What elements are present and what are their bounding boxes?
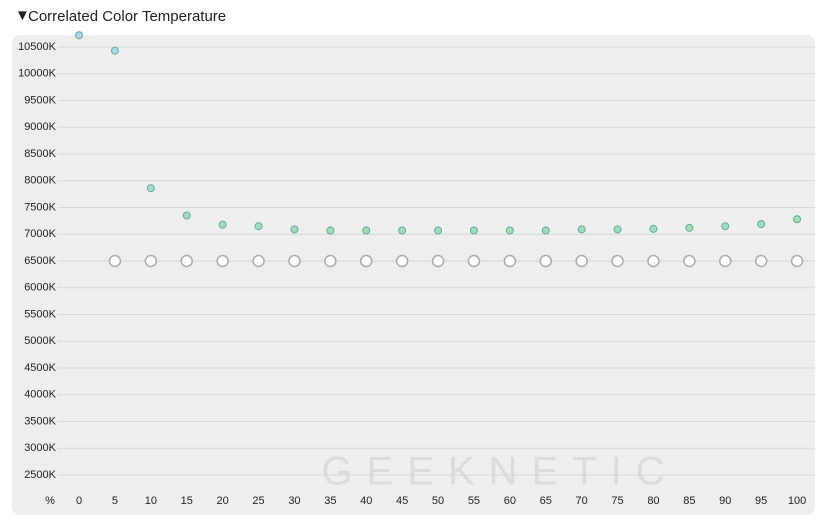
y-tick-label: 6000K bbox=[24, 282, 56, 294]
data-point bbox=[649, 224, 658, 233]
y-tick-label: 10500K bbox=[18, 41, 57, 53]
data-point bbox=[575, 254, 588, 268]
data-point bbox=[647, 254, 660, 268]
data-point bbox=[359, 254, 373, 268]
x-tick-label: 35 bbox=[324, 495, 336, 507]
x-tick-label: 10 bbox=[145, 495, 157, 507]
data-point bbox=[362, 226, 371, 235]
data-point bbox=[254, 222, 263, 231]
x-tick-label: 85 bbox=[683, 495, 695, 507]
y-tick-label: 9500K bbox=[24, 94, 56, 106]
y-tick-label: 2500K bbox=[24, 469, 56, 481]
y-tick-label: 8500K bbox=[24, 148, 56, 160]
x-tick-label: 0 bbox=[76, 495, 82, 507]
y-tick-label: 3500K bbox=[24, 415, 56, 427]
x-tick-label: 55 bbox=[468, 495, 480, 507]
y-tick-label: 7500K bbox=[24, 201, 56, 213]
data-point bbox=[683, 254, 696, 268]
data-point bbox=[252, 254, 265, 268]
data-point bbox=[467, 254, 481, 268]
data-point bbox=[395, 254, 409, 268]
data-point bbox=[541, 226, 550, 235]
data-point bbox=[182, 211, 191, 220]
data-point bbox=[539, 254, 552, 268]
data-point bbox=[577, 225, 586, 234]
y-tick-label: 10000K bbox=[18, 68, 57, 80]
data-point bbox=[434, 226, 443, 235]
data-point bbox=[75, 31, 84, 40]
y-tick-label: 9000K bbox=[24, 121, 56, 133]
y-tick-label: 6500K bbox=[24, 255, 56, 267]
data-point bbox=[611, 254, 624, 268]
data-point bbox=[685, 223, 694, 232]
toggle-icon[interactable]: ▼ bbox=[15, 7, 30, 24]
data-point bbox=[180, 254, 193, 268]
data-point bbox=[218, 220, 227, 229]
data-point bbox=[718, 254, 732, 268]
y-tick-label: 7000K bbox=[24, 228, 56, 240]
data-point bbox=[505, 226, 514, 235]
data-point bbox=[469, 226, 478, 235]
data-point bbox=[290, 225, 299, 234]
y-tick-label: 5000K bbox=[24, 335, 56, 347]
x-tick-label: 60 bbox=[504, 495, 516, 507]
x-tick-label: 30 bbox=[288, 495, 300, 507]
chart-title: Correlated Color Temperature bbox=[28, 8, 226, 25]
x-tick-label: 20 bbox=[217, 495, 229, 507]
x-tick-label: 100 bbox=[788, 495, 806, 507]
y-tick-label: 3000K bbox=[24, 442, 56, 454]
x-tick-label: 15 bbox=[181, 495, 193, 507]
x-tick-label: 70 bbox=[576, 495, 588, 507]
data-point bbox=[108, 254, 122, 268]
data-point bbox=[757, 220, 766, 229]
data-point bbox=[790, 254, 804, 268]
data-point bbox=[216, 254, 229, 268]
y-tick-label: 8000K bbox=[24, 175, 56, 187]
x-tick-label: 75 bbox=[611, 495, 623, 507]
y-tick-label: 4500K bbox=[24, 362, 56, 374]
data-point bbox=[146, 184, 155, 193]
x-tick-label: 90 bbox=[719, 495, 731, 507]
x-tick-label: 95 bbox=[755, 495, 767, 507]
data-point bbox=[326, 226, 335, 235]
data-point bbox=[754, 254, 768, 268]
data-point bbox=[431, 254, 445, 268]
x-tick-label: 5 bbox=[112, 495, 118, 507]
y-tick-label: 5500K bbox=[24, 308, 56, 320]
plot-background bbox=[12, 35, 815, 515]
x-tick-label: 80 bbox=[647, 495, 659, 507]
x-tick-label: 40 bbox=[360, 495, 372, 507]
data-point bbox=[288, 254, 301, 268]
data-point bbox=[613, 225, 622, 234]
data-point bbox=[324, 254, 337, 268]
data-point bbox=[110, 46, 119, 55]
data-point bbox=[503, 254, 517, 268]
data-point bbox=[793, 215, 802, 224]
x-axis-label: % bbox=[45, 495, 55, 507]
x-tick-label: 50 bbox=[432, 495, 444, 507]
data-point bbox=[398, 226, 407, 235]
x-tick-label: 25 bbox=[252, 495, 264, 507]
watermark: GEEKNETIC bbox=[321, 450, 678, 494]
y-tick-label: 4000K bbox=[24, 389, 56, 401]
x-tick-label: 65 bbox=[540, 495, 552, 507]
data-point bbox=[721, 222, 730, 231]
x-tick-label: 45 bbox=[396, 495, 408, 507]
data-point bbox=[144, 254, 158, 268]
